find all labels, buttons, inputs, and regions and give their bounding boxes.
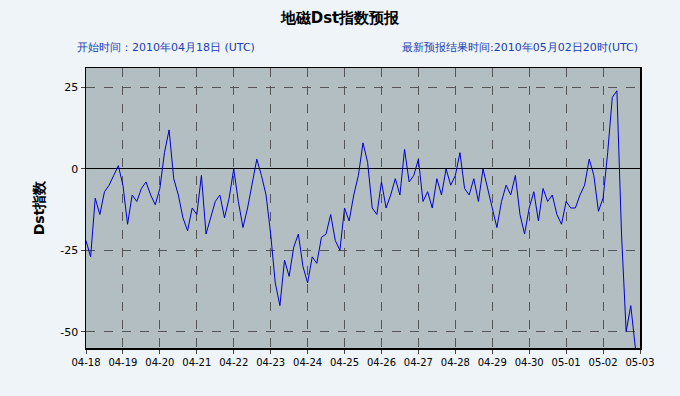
svg-text:04-25: 04-25 — [330, 357, 359, 368]
svg-text:开始时间：2010年04月18日 (UTC): 开始时间：2010年04月18日 (UTC) — [77, 41, 255, 54]
svg-text:05-01: 05-01 — [552, 357, 581, 368]
svg-text:04-26: 04-26 — [367, 357, 396, 368]
svg-text:地磁Dst指数预报: 地磁Dst指数预报 — [280, 9, 401, 27]
svg-text:0: 0 — [71, 163, 78, 176]
svg-text:04-20: 04-20 — [145, 357, 174, 368]
svg-text:05-02: 05-02 — [589, 357, 618, 368]
svg-text:04-27: 04-27 — [404, 357, 433, 368]
svg-text:04-28: 04-28 — [441, 357, 470, 368]
svg-text:-25: -25 — [60, 244, 78, 257]
svg-text:04-19: 04-19 — [108, 357, 137, 368]
svg-text:-50: -50 — [60, 326, 78, 339]
svg-text:04-24: 04-24 — [293, 357, 322, 368]
svg-text:04-30: 04-30 — [515, 357, 544, 368]
svg-text:25: 25 — [64, 81, 78, 94]
svg-text:04-22: 04-22 — [219, 357, 248, 368]
svg-text:04-18: 04-18 — [71, 357, 100, 368]
svg-text:04-23: 04-23 — [256, 357, 285, 368]
svg-text:04-21: 04-21 — [182, 357, 211, 368]
svg-text:最新预报结果时间:2010年05月02日20时(UTC): 最新预报结果时间:2010年05月02日20时(UTC) — [402, 41, 638, 54]
svg-text:05-03: 05-03 — [625, 357, 654, 368]
svg-text:04-29: 04-29 — [478, 357, 507, 368]
svg-text:Dst指数: Dst指数 — [31, 180, 47, 236]
